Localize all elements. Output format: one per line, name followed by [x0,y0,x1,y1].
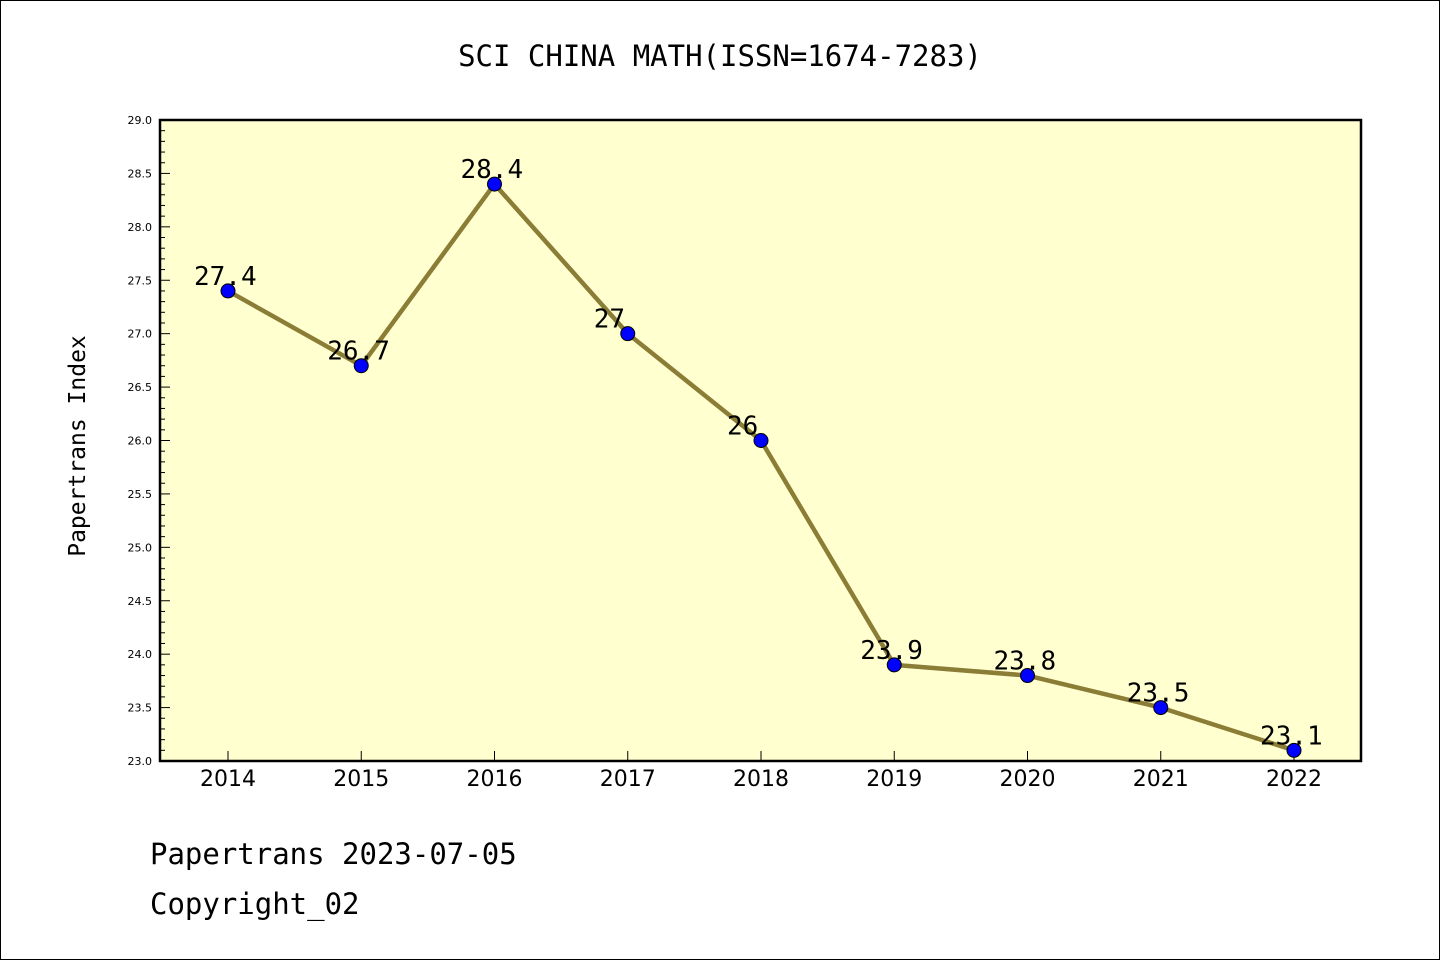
x-tick-label: 2017 [600,767,656,792]
data-label: 23.5 [1127,679,1190,709]
y-tick-label: 27.0 [128,328,153,341]
data-label: 28.4 [461,155,524,185]
data-label: 27 [594,305,625,335]
y-tick-label: 25.5 [128,488,153,501]
y-tick-label: 24.0 [128,648,153,661]
data-label: 23.1 [1260,721,1323,751]
data-label-group: 27.4 26.7 28.4 27 26 23.9 23.8 23.5 23.1 [194,155,1323,751]
data-point [487,176,502,192]
x-tick-label: 2016 [467,767,523,792]
data-label: 26.7 [327,337,390,367]
data-point [620,326,636,342]
chart-title: SCI CHINA MATH(ISSN=1674-7283) [458,39,982,73]
footer-date: Papertrans 2023-07-05 [150,837,517,871]
x-tick-label: 2022 [1266,767,1322,792]
y-tick-label: 24.5 [128,595,153,608]
y-tick-label: 25.0 [128,541,153,554]
data-point [753,433,769,448]
y-tick-label: 26.5 [128,381,153,394]
data-point [886,657,902,673]
plot-border [158,118,1363,763]
y-tick-label: 23.0 [128,755,153,768]
data-label: 23.9 [860,636,923,666]
y-tick-label: 29.0 [128,114,153,127]
x-axis: 2014 2015 2016 2017 2018 2019 2020 2021 2022 [200,751,1322,792]
footer-copyright: Copyright_02 [150,887,360,922]
data-label: 27.4 [194,262,257,292]
y-axis-label: Papertrans Index [65,335,91,557]
y-tick-label: 23.5 [128,702,153,715]
data-label: 23.8 [994,647,1057,677]
x-tick-label: 2018 [733,767,789,792]
marker-group [220,176,1302,758]
x-tick-label: 2014 [200,767,256,792]
x-tick-label: 2019 [866,767,922,792]
y-axis: 23.0 23.5 24.0 24.5 25.0 25.5 26.0 26.5 27.0 27.5… [128,114,170,768]
x-tick-label: 2021 [1133,767,1189,792]
data-point [1153,700,1169,716]
data-point [220,283,236,299]
y-tick-label: 28.5 [128,167,153,180]
y-tick-label: 28.0 [128,221,153,234]
data-point [1286,742,1302,758]
y-tick-label: 26.0 [128,435,153,448]
data-label: 26 [727,412,758,442]
x-tick-label: 2020 [1000,767,1056,792]
x-tick-label: 2015 [333,767,389,792]
y-tick-label: 27.5 [128,274,153,287]
data-point [1020,668,1035,684]
data-point [353,358,369,374]
